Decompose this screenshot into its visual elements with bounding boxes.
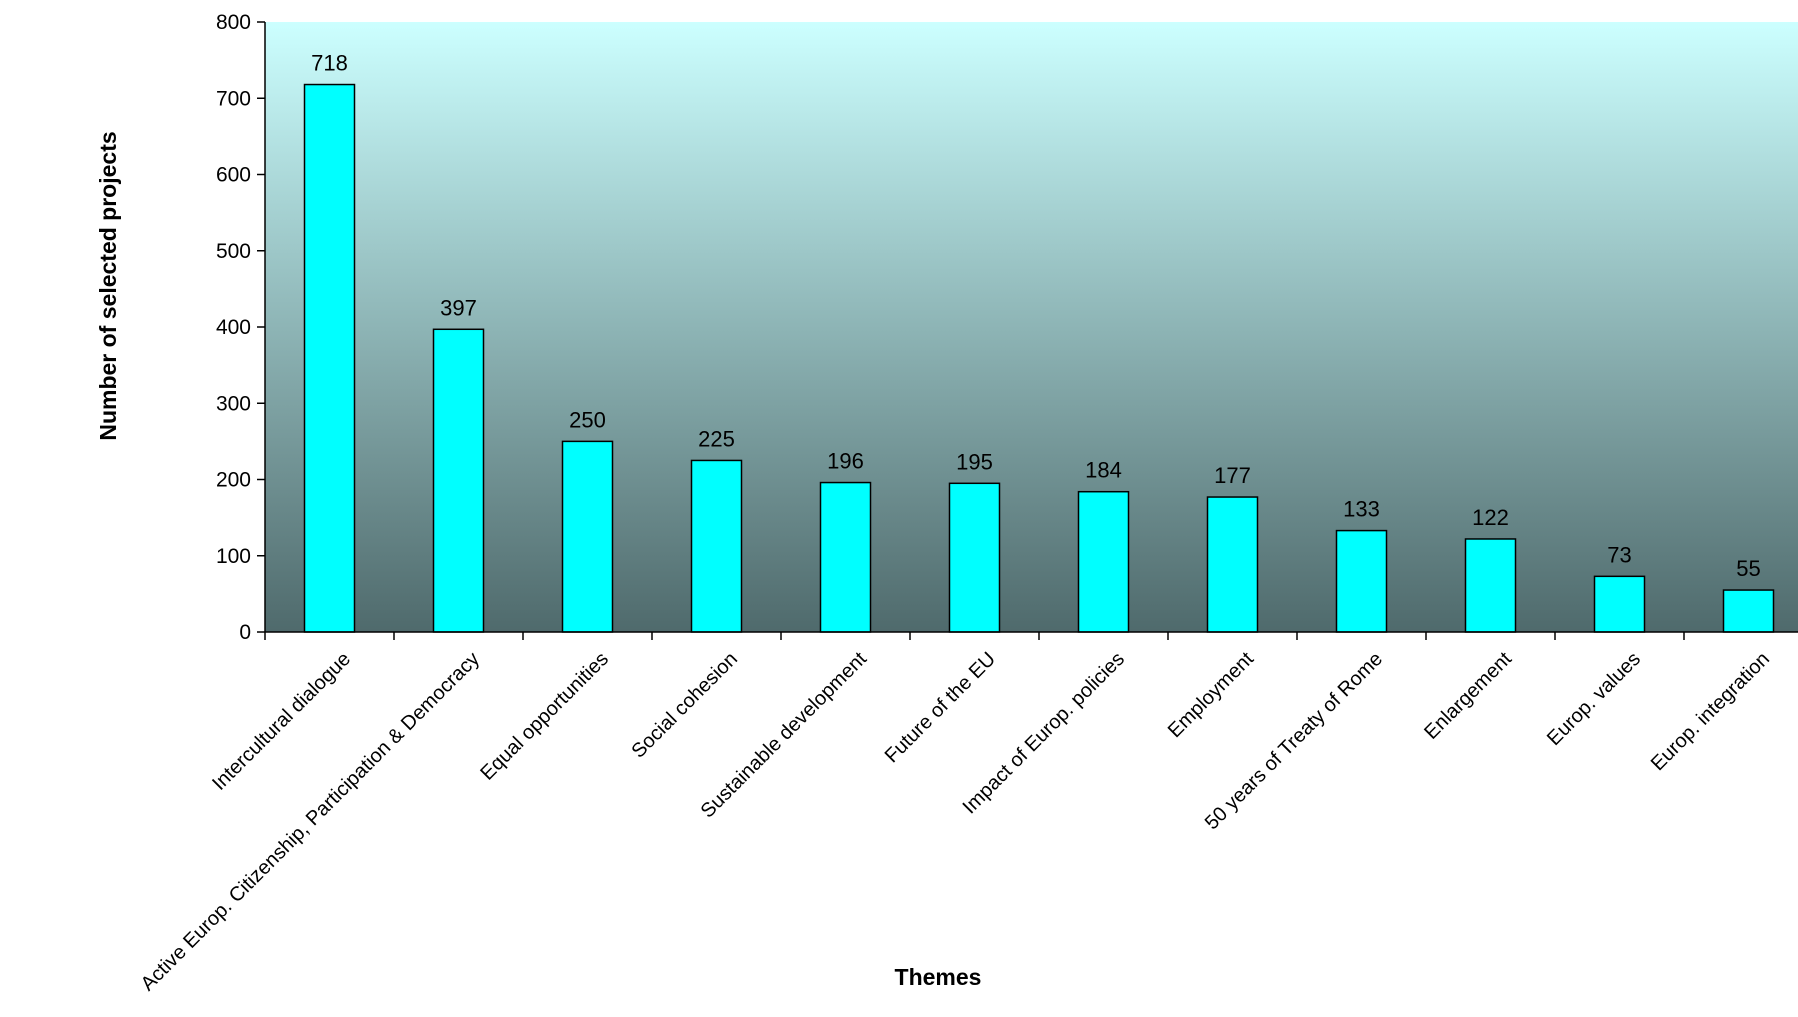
y-tick-label: 400 (216, 316, 251, 339)
bar (561, 440, 614, 633)
data-label: 250 (569, 407, 606, 432)
bars-layer (303, 83, 1775, 633)
data-label: 195 (956, 449, 993, 474)
x-category-label: Europ. values (1543, 648, 1645, 750)
y-tick-label: 0 (239, 621, 251, 644)
y-tick-label: 100 (216, 545, 251, 568)
bar (1335, 529, 1388, 633)
x-category-label: Social cohesion (627, 648, 742, 763)
y-tick-label: 800 (216, 11, 251, 34)
bar (690, 459, 743, 633)
y-axis-title: Number of selected projects (95, 131, 121, 440)
x-category-label: Equal opportunities (476, 648, 613, 785)
x-category-label: Europ. integration (1647, 648, 1774, 775)
data-label: 73 (1607, 542, 1631, 567)
data-label: 196 (827, 449, 864, 474)
data-label: 184 (1085, 458, 1122, 483)
y-tick-label: 600 (216, 164, 251, 187)
data-label: 225 (698, 426, 735, 451)
data-label: 122 (1472, 505, 1509, 530)
x-category-label: Intercultural dialogue (208, 648, 355, 795)
bar (1206, 496, 1259, 633)
data-label: 397 (440, 295, 477, 320)
data-label: 177 (1214, 463, 1251, 488)
y-tick-label: 300 (216, 392, 251, 415)
plot-area (265, 22, 1798, 632)
bar (1077, 490, 1130, 633)
x-category-label: Employment (1164, 648, 1258, 742)
y-tick-label: 200 (216, 469, 251, 492)
x-category-label: Future of the EU (881, 648, 1000, 767)
bar (1464, 538, 1517, 633)
bar (1722, 589, 1775, 633)
bar (948, 482, 1001, 633)
x-category-label: Enlargement (1420, 648, 1516, 744)
data-label: 718 (311, 51, 348, 76)
bar (303, 83, 356, 633)
y-tick-label: 700 (216, 87, 251, 110)
bar (819, 481, 872, 633)
x-axis-title: Themes (895, 964, 982, 990)
bar (432, 328, 485, 633)
axes-layer (257, 21, 1798, 640)
y-tick-label: 500 (216, 240, 251, 263)
bar (1593, 575, 1646, 633)
data-label: 133 (1343, 497, 1380, 522)
data-label: 55 (1736, 556, 1760, 581)
